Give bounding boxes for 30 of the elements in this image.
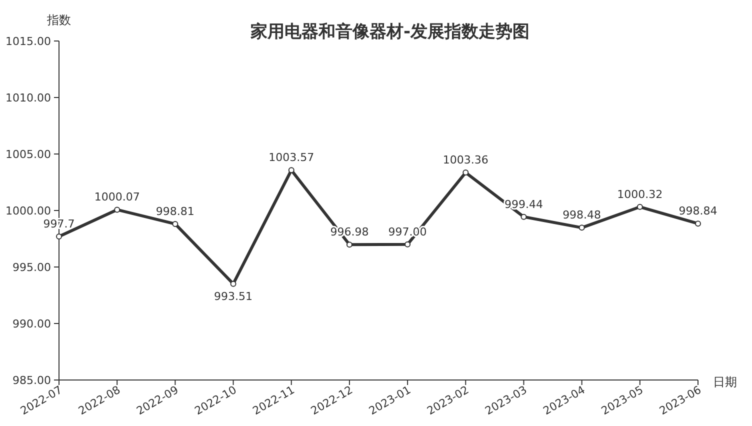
chart-title: 家用电器和音像器材-发展指数走势图 xyxy=(249,22,530,42)
point xyxy=(462,170,469,176)
point xyxy=(520,214,527,220)
point xyxy=(56,233,62,240)
point xyxy=(346,242,352,248)
data-label: 1003.57 xyxy=(268,151,314,164)
y-tick-label: 1015.00 xyxy=(6,35,51,48)
y-tick-label: 990.00 xyxy=(12,318,51,330)
data-label: 1000.07 xyxy=(94,190,140,204)
data-label: 1003.36 xyxy=(442,154,488,167)
point xyxy=(404,241,411,248)
data-label: 998.81 xyxy=(156,204,194,218)
y-axis-title: 指数 xyxy=(46,13,71,27)
y-tick-label: 1010.00 xyxy=(6,92,51,104)
point xyxy=(230,280,236,287)
y-tick-label: 1005.00 xyxy=(6,148,51,161)
point xyxy=(695,220,701,227)
data-label: 998.84 xyxy=(678,204,718,218)
data-label: 1000.32 xyxy=(617,188,663,201)
point xyxy=(636,204,643,210)
y-tick-label: 1000.00 xyxy=(6,204,51,218)
point xyxy=(288,167,294,174)
point xyxy=(114,206,120,213)
data-label: 998.48 xyxy=(562,208,602,222)
x-axis-title: 日期 xyxy=(713,375,737,389)
point xyxy=(172,220,178,227)
y-tick-label: 985.00 xyxy=(12,374,51,387)
point xyxy=(578,224,585,231)
y-tick-label: 995.00 xyxy=(12,261,51,274)
data-label: 993.51 xyxy=(214,290,253,303)
